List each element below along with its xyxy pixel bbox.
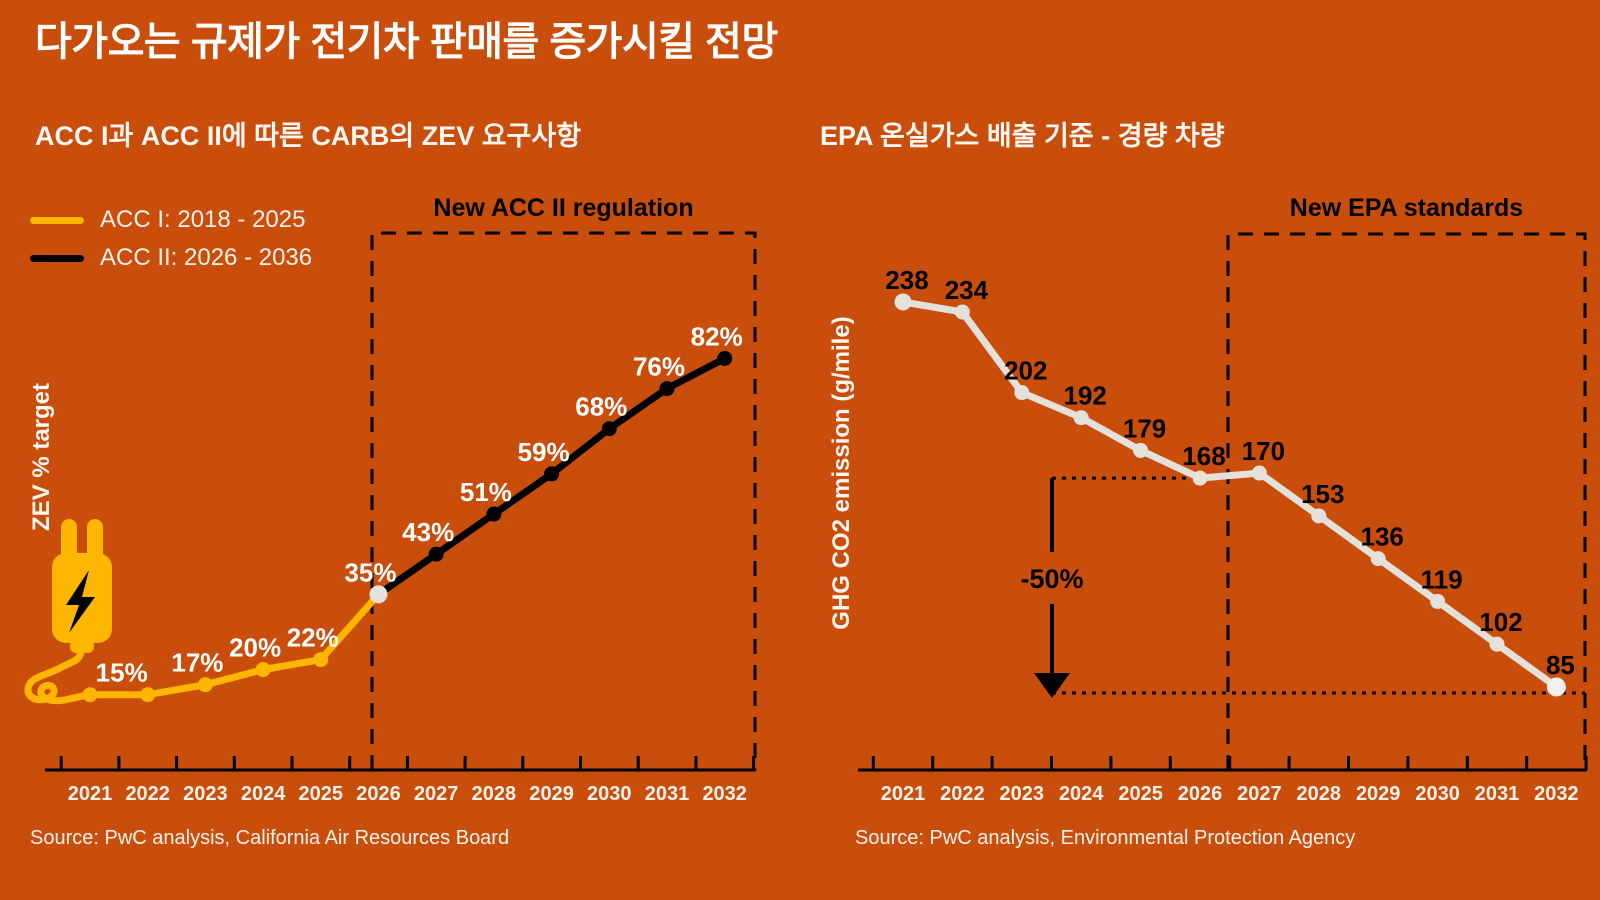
- acc2-regulation-box-label: New ACC II regulation: [433, 194, 693, 222]
- data-point: [1311, 508, 1327, 524]
- data-point: [1546, 677, 1566, 697]
- page-title: 다가오는 규제가 전기차 판매를 증가시킬 전망: [35, 20, 778, 64]
- left-source: Source: PwC analysis, California Air Res…: [30, 827, 510, 849]
- legend-item-acc2: ACC II: 2026 - 2036: [30, 244, 312, 272]
- data-point-label: 136: [1361, 522, 1404, 552]
- year-label: 2032: [1534, 783, 1579, 805]
- data-point-label: 168: [1182, 441, 1225, 471]
- data-point-label: 179: [1123, 413, 1166, 443]
- data-point-label: 82%: [691, 321, 743, 351]
- acc2-line-swatch: [30, 254, 84, 262]
- data-point-label: 20%: [229, 633, 281, 663]
- data-point-label: 234: [945, 275, 989, 305]
- year-label: 2021: [881, 783, 926, 805]
- drop-label: -50%: [1020, 564, 1083, 594]
- year-label: 2031: [645, 783, 690, 805]
- year-label: 2031: [1475, 783, 1520, 805]
- lightning-bolt-icon: [66, 570, 95, 633]
- plug-prong: [61, 519, 77, 561]
- data-point-label: 76%: [633, 352, 685, 382]
- data-point-label: 22%: [287, 623, 339, 653]
- data-point-label: 17%: [171, 648, 223, 678]
- data-point-label: 51%: [460, 477, 512, 507]
- data-point-label: 43%: [402, 517, 454, 547]
- data-point: [140, 687, 156, 703]
- year-label: 2025: [299, 783, 344, 805]
- data-point-label: 68%: [575, 392, 627, 422]
- data-point: [1489, 636, 1505, 652]
- plug-prong: [87, 519, 103, 561]
- data-point: [601, 421, 617, 437]
- data-point: [659, 381, 675, 397]
- data-point: [486, 506, 502, 522]
- legend: ACC I: 2018 - 2025 ACC II: 2026 - 2036: [30, 206, 312, 272]
- data-point: [1133, 442, 1149, 458]
- data-point-label: 192: [1064, 381, 1107, 411]
- legend-label-acc1: ACC I: 2018 - 2025: [100, 206, 306, 233]
- data-point-label: 15%: [96, 658, 148, 688]
- legend-label-acc2: ACC II: 2026 - 2036: [100, 244, 313, 271]
- left-chart-title: ACC I과 ACC II에 따른 CARB의 ZEV 요구사항: [35, 121, 582, 151]
- data-point: [255, 662, 271, 678]
- epa-standards-box-label: New EPA standards: [1290, 194, 1523, 222]
- series-line-acc1: [86, 590, 382, 699]
- year-label: 2022: [125, 783, 170, 805]
- legend-item-acc1: ACC I: 2018 - 2025: [30, 206, 312, 234]
- year-label: 2025: [1118, 783, 1163, 805]
- year-label: 2024: [1059, 783, 1104, 805]
- data-point-label: 238: [885, 265, 928, 295]
- data-point-label: 153: [1301, 479, 1344, 509]
- data-point-label: 202: [1004, 356, 1047, 386]
- data-point-label: 59%: [518, 437, 570, 467]
- year-label: 2026: [1178, 783, 1223, 805]
- data-point: [1192, 470, 1208, 486]
- acc1-line-swatch: [30, 216, 84, 224]
- epa-series-line: [899, 298, 1560, 691]
- data-point: [1251, 465, 1267, 481]
- data-point: [1370, 551, 1386, 567]
- data-point: [1430, 593, 1446, 609]
- data-point: [197, 677, 213, 693]
- data-point: [313, 652, 329, 668]
- data-point-label: 85: [1546, 650, 1575, 680]
- data-point-label: 102: [1479, 607, 1522, 637]
- right-chart-title: EPA 온실가스 배출 기준 - 경량 차량: [820, 121, 1225, 151]
- plug-cord: [24, 639, 94, 705]
- acc2-regulation-box: [370, 231, 757, 770]
- data-point: [1014, 385, 1030, 401]
- year-label: 2030: [1415, 783, 1460, 805]
- data-point: [954, 304, 970, 320]
- year-label: 2030: [587, 783, 632, 805]
- drop-arrowhead: [1034, 672, 1070, 698]
- data-point-label: 170: [1242, 436, 1285, 466]
- epa-standards-box: [1226, 232, 1587, 770]
- plug-icon: [24, 519, 112, 705]
- year-label: 2022: [940, 783, 985, 805]
- year-label: 2028: [1297, 783, 1342, 805]
- year-label: 2024: [241, 783, 286, 805]
- year-label: 2027: [414, 783, 459, 805]
- year-label: 2032: [702, 783, 747, 805]
- plug-neck: [70, 640, 94, 653]
- data-point: [894, 293, 912, 311]
- year-label: 2023: [183, 783, 228, 805]
- year-label: 2027: [1237, 783, 1282, 805]
- year-label: 2029: [529, 783, 574, 805]
- year-label: 2023: [1000, 783, 1045, 805]
- right-source: Source: PwC analysis, Environmental Prot…: [855, 827, 1356, 849]
- data-point-label: 119: [1421, 564, 1463, 594]
- data-point: [717, 350, 733, 366]
- year-label: 2028: [472, 783, 517, 805]
- data-point: [428, 546, 444, 562]
- transition-point: [369, 585, 388, 604]
- data-point-label: 35%: [344, 557, 396, 587]
- year-label: 2029: [1356, 783, 1401, 805]
- data-point: [544, 466, 560, 482]
- data-point: [1073, 410, 1089, 426]
- year-label: 2021: [68, 783, 113, 805]
- year-label: 2026: [356, 783, 401, 805]
